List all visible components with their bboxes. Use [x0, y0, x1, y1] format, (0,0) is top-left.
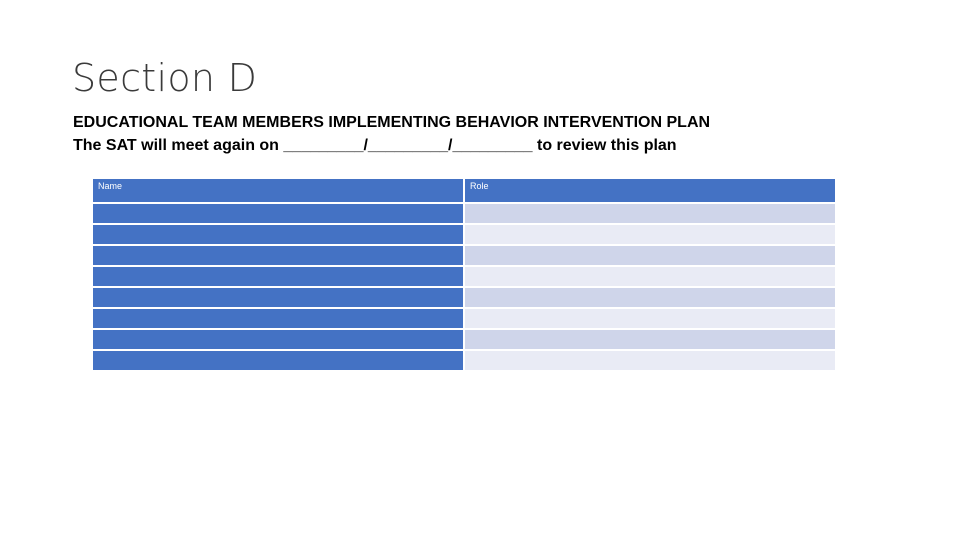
- name-cell[interactable]: [91, 328, 465, 351]
- table-row: [91, 244, 837, 267]
- name-cell[interactable]: [91, 244, 465, 267]
- name-cell[interactable]: [91, 265, 465, 288]
- role-cell[interactable]: [463, 202, 837, 225]
- role-cell[interactable]: [463, 286, 837, 309]
- table-row: [91, 265, 837, 288]
- column-header-role: Role: [463, 177, 837, 204]
- role-cell[interactable]: [463, 349, 837, 372]
- table-header-row: Name Role: [91, 177, 837, 204]
- role-cell[interactable]: [463, 307, 837, 330]
- table-row: [91, 223, 837, 246]
- role-cell[interactable]: [463, 223, 837, 246]
- team-members-table: Name Role: [91, 177, 837, 372]
- table-row: [91, 202, 837, 225]
- name-cell[interactable]: [91, 349, 465, 372]
- role-cell[interactable]: [463, 328, 837, 351]
- name-cell[interactable]: [91, 223, 465, 246]
- table-row: [91, 349, 837, 372]
- meeting-date-line: The SAT will meet again on _________/___…: [73, 137, 677, 154]
- role-cell[interactable]: [463, 244, 837, 267]
- name-cell[interactable]: [91, 202, 465, 225]
- table-row: [91, 307, 837, 330]
- role-cell[interactable]: [463, 265, 837, 288]
- name-cell[interactable]: [91, 307, 465, 330]
- table-row: [91, 328, 837, 351]
- table-row: [91, 286, 837, 309]
- section-heading: EDUCATIONAL TEAM MEMBERS IMPLEMENTING BE…: [73, 114, 711, 131]
- page-title: Section D: [72, 56, 258, 100]
- column-header-name: Name: [91, 177, 465, 204]
- name-cell[interactable]: [91, 286, 465, 309]
